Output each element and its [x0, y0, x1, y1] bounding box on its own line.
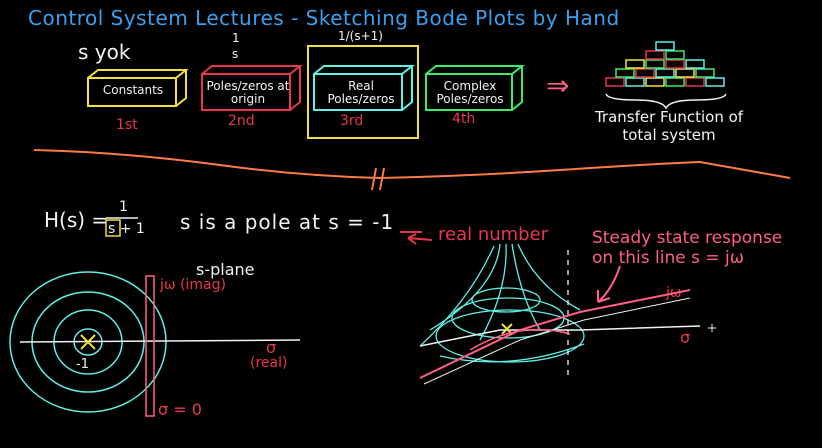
splane-sigma-zero: σ = 0 [158, 400, 202, 419]
s-highlight-box [105, 219, 121, 237]
steady-state-line [419, 289, 691, 379]
block-origin-box [201, 65, 303, 111]
real-number-arrow-icon [407, 233, 433, 245]
splane-sigma-axis [19, 339, 301, 343]
note-one-over-s-num: 1 [232, 31, 240, 45]
splane-jw-axis [145, 275, 155, 417]
splane-sigma-sub: (real) [250, 355, 288, 371]
block-complex-box [425, 65, 525, 111]
crosshair-cursor-icon [708, 324, 716, 332]
surface-sigma-label: σ [680, 328, 691, 347]
block-complex-label: Complex Poles/zeros [436, 79, 504, 107]
pole-statement: s is a pole at s = -1 [180, 210, 395, 234]
pole-marker-icon [80, 334, 96, 350]
block-real-order: 3rd [340, 113, 364, 129]
block-constants-label: Constants [102, 83, 164, 97]
splane-title: s-plane [196, 260, 255, 279]
surface-slice [469, 328, 571, 351]
block-complex-order: 4th [452, 111, 476, 127]
real-number-note: real number [438, 224, 549, 245]
steady-state-arrow-icon [597, 265, 621, 303]
magnitude-surface [419, 243, 585, 363]
surface-jw-axis [423, 297, 691, 385]
block-origin-order: 2nd [228, 113, 255, 129]
divider-break-marks [371, 167, 385, 191]
steady-state-label: Steady state response [592, 228, 783, 248]
lecture-title: Control System Lectures - Sketching Bode… [28, 6, 620, 30]
pole-minus-one-label: -1 [76, 357, 89, 372]
note-syok: s yok [78, 40, 131, 64]
implies-arrow-icon: ⇒ [546, 69, 570, 102]
equation-lhs: H(s) = [44, 208, 109, 232]
block-constants-order: 1st [116, 117, 138, 133]
note-one-over-s-den: s [232, 47, 239, 61]
equation-numerator: 1 [119, 199, 128, 215]
block-constants-box [87, 69, 189, 107]
block-real-label: Real Poles/zeros [327, 79, 395, 107]
section-divider [33, 149, 791, 180]
highlight-frame [307, 45, 419, 139]
note-one-over-s1: 1/(s+1) [338, 29, 383, 43]
transfer-function-label: Transfer Function of total system [594, 108, 744, 144]
brace-icon [605, 93, 727, 110]
steady-state-line-label: on this line s = jω [592, 248, 744, 268]
brick-stack-icon [605, 41, 725, 87]
block-real-box [313, 65, 415, 111]
equation-denominator: s + 1 [108, 221, 145, 237]
block-origin-label: Poles/zeros at origin [206, 79, 290, 107]
splane-jw-label: jω (imag) [160, 277, 226, 293]
splane-sigma-label: σ [266, 338, 277, 357]
